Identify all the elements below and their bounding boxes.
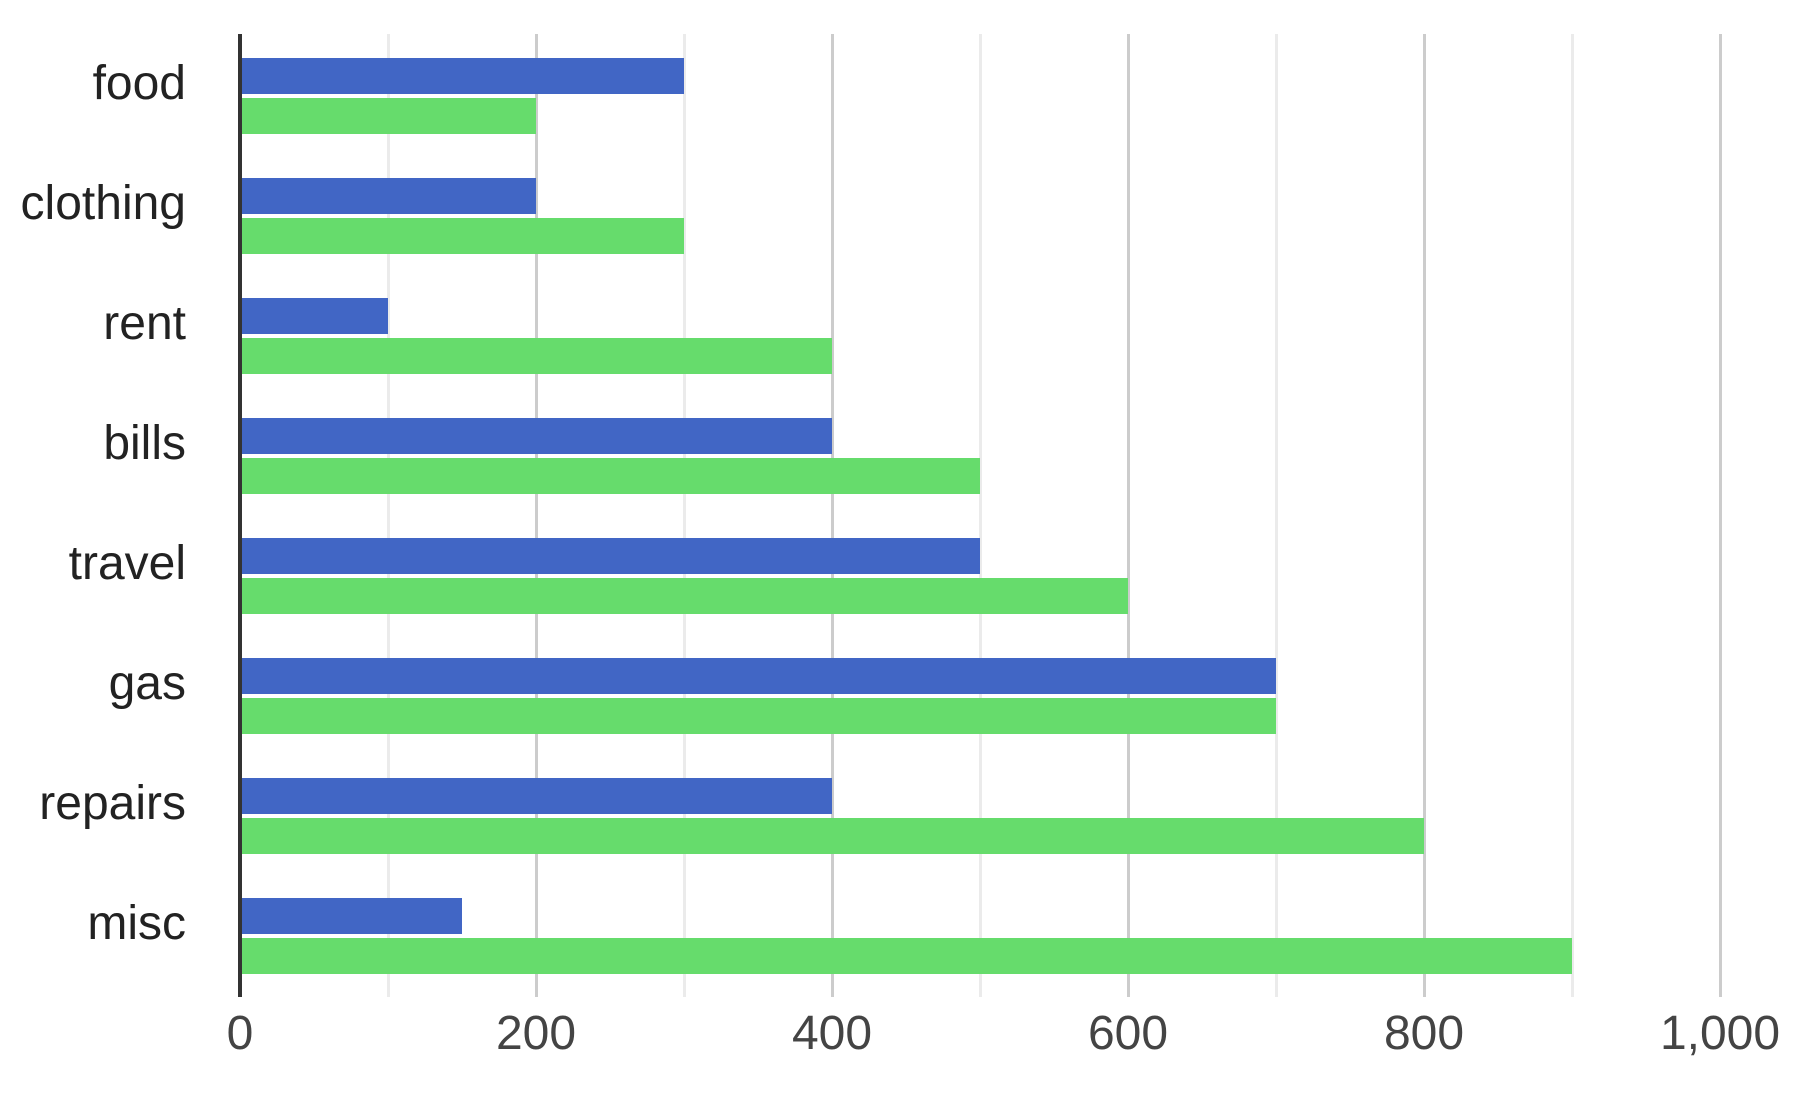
minor-gridline [683, 34, 686, 997]
minor-gridline [979, 34, 982, 997]
minor-gridline [387, 34, 390, 997]
bar-travel-series-1 [242, 538, 980, 574]
bar-clothing-series-1 [242, 178, 536, 214]
category-label: food [92, 57, 186, 110]
category-label: travel [68, 537, 186, 590]
major-gridline [1423, 34, 1426, 997]
bar-bills-series-1 [242, 418, 832, 454]
category-label: bills [103, 417, 186, 470]
bar-food-series-1 [242, 58, 684, 94]
bar-gas-series-2 [242, 698, 1276, 734]
category-label: gas [108, 657, 186, 710]
bar-gas-series-1 [242, 658, 1276, 694]
x-tick-label: 600 [1087, 1007, 1169, 1060]
bar-repairs-series-2 [242, 818, 1424, 854]
y-axis-line [238, 34, 242, 997]
major-gridline [1719, 34, 1722, 997]
x-tick-label: 0 [226, 1007, 254, 1060]
major-gridline [831, 34, 834, 997]
x-tick-label: 200 [495, 1007, 577, 1060]
bar-bills-series-2 [242, 458, 980, 494]
bar-food-series-2 [242, 98, 536, 134]
category-label: misc [87, 897, 186, 950]
minor-gridline [1571, 34, 1574, 997]
minor-gridline [1275, 34, 1278, 997]
x-tick-label: 400 [791, 1007, 873, 1060]
category-label: repairs [39, 777, 186, 830]
bar-clothing-series-2 [242, 218, 684, 254]
x-tick-label: 1,000 [1659, 1007, 1781, 1060]
bar-misc-series-2 [242, 938, 1572, 974]
bar-travel-series-2 [242, 578, 1128, 614]
bar-rent-series-1 [242, 298, 388, 334]
category-label: rent [103, 297, 186, 350]
bar-rent-series-2 [242, 338, 832, 374]
bar-repairs-series-1 [242, 778, 832, 814]
bar-misc-series-1 [242, 898, 462, 934]
category-label: clothing [20, 177, 186, 230]
major-gridline [1127, 34, 1130, 997]
major-gridline [535, 34, 538, 997]
x-tick-label: 800 [1383, 1007, 1465, 1060]
